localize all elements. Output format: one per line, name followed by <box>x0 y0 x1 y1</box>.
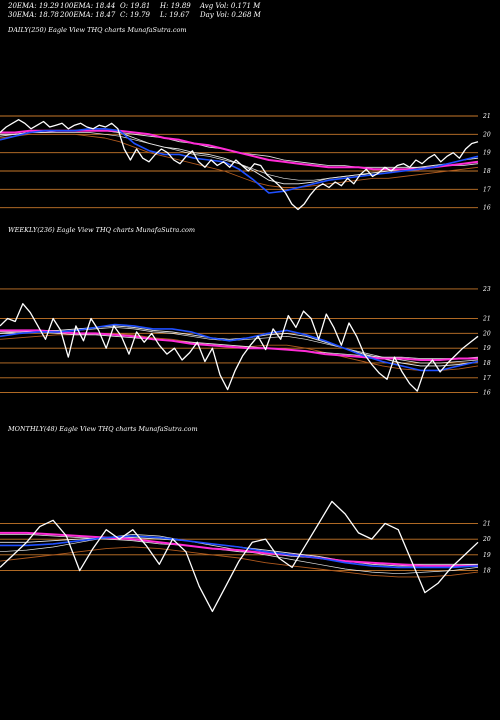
y-tick-label: 19 <box>483 552 491 559</box>
header-avg-vol: Avg Vol: 0.171 M <box>200 2 261 10</box>
y-tick-label: 18 <box>483 168 491 175</box>
y-tick-label: 21 <box>482 520 491 527</box>
header-ema100: 100EMA: 18.44 <box>60 2 116 10</box>
monthly-chart-panel: MONTHLY(48) Eagle View THQ charts Munafa… <box>0 424 500 624</box>
y-tick-label: 17 <box>483 375 491 382</box>
y-tick-label: 16 <box>483 390 491 397</box>
price-series-line <box>0 500 479 613</box>
header-ema200: 200EMA: 18.47 <box>60 11 116 19</box>
daily-chart-panel: DAILY(250) Eagle View THQ charts MunafaS… <box>0 25 500 230</box>
y-tick-label: 21 <box>482 113 491 120</box>
ema20-series-line <box>0 128 479 194</box>
y-tick-label: 20 <box>482 131 491 138</box>
header-ema20: 20EMA: 19.29 <box>8 2 59 10</box>
monthly-chart-title: MONTHLY(48) Eagle View THQ charts Munafa… <box>8 425 198 433</box>
monthly-chart-svg: 21 20 19 18 <box>0 500 491 613</box>
ema200-series-line <box>0 331 479 359</box>
y-tick-label: 18 <box>483 568 491 575</box>
daily-chart-title: DAILY(250) Eagle View THQ charts MunafaS… <box>8 26 187 34</box>
y-tick-label: 23 <box>482 286 491 293</box>
weekly-chart-panel: WEEKLY(236) Eagle View THQ charts Munafa… <box>0 225 500 425</box>
y-tick-label: 20 <box>482 536 491 543</box>
y-tick-label: 19 <box>483 345 491 352</box>
ema100-series-line <box>0 531 478 567</box>
ema20-series-line <box>0 535 479 569</box>
header-open: O: 19.81 <box>120 2 151 10</box>
daily-chart-svg: 21 20 19 18 17 16 <box>0 113 491 212</box>
price-series-line <box>0 119 479 211</box>
ema200-series-line <box>0 130 479 168</box>
header-high: H: 19.89 <box>160 2 191 10</box>
header-day-vol: Day Vol: 0.268 M <box>200 11 261 19</box>
y-tick-label: 19 <box>483 150 491 157</box>
y-tick-label: 17 <box>483 186 491 193</box>
weekly-chart-title: WEEKLY(236) Eagle View THQ charts Munafa… <box>8 226 196 234</box>
emaW-series-line <box>0 132 479 181</box>
emaB-series-line <box>0 546 479 578</box>
price-series-line <box>0 303 479 392</box>
y-tick-label: 20 <box>482 330 491 337</box>
header-ema30: 30EMA: 18.78 <box>8 11 59 19</box>
y-tick-label: 16 <box>483 205 491 212</box>
weekly-chart-svg: 23 21 20 19 18 17 16 <box>0 286 491 397</box>
header-close: C: 19.79 <box>120 11 150 19</box>
header-low: L: 19.67 <box>160 11 190 19</box>
y-tick-label: 21 <box>482 316 491 323</box>
y-tick-label: 18 <box>483 360 491 367</box>
emaB-series-line <box>0 133 479 188</box>
